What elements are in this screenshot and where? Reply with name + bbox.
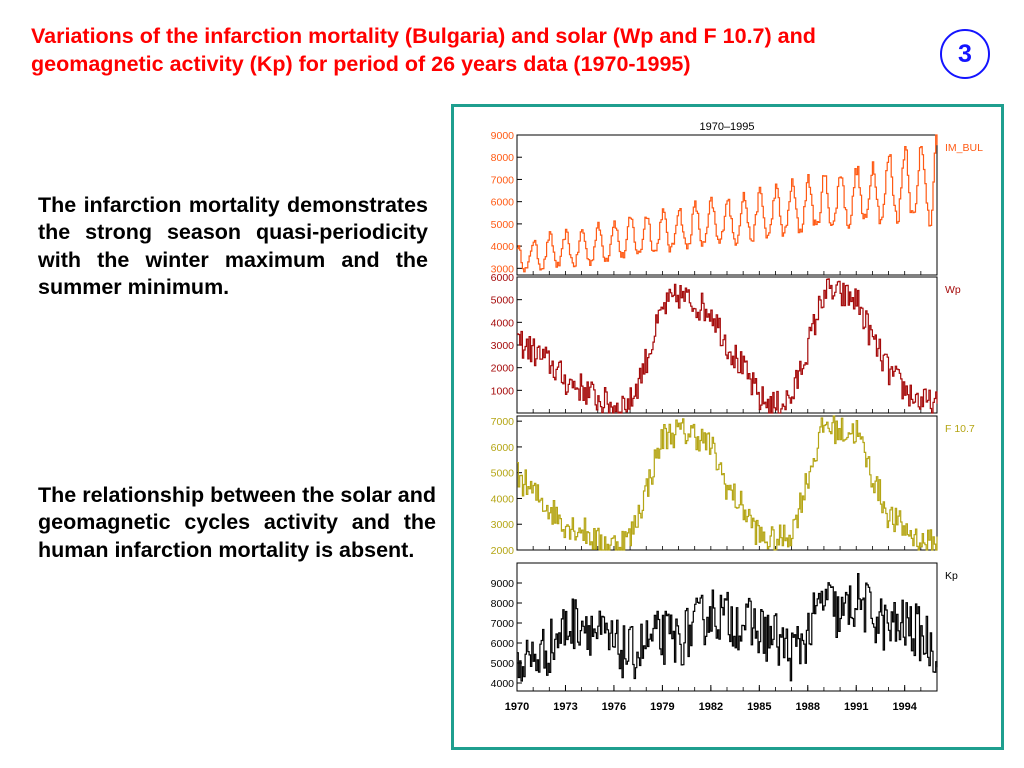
x-tick-label: 1979 [650,701,674,713]
series-label-kp: Kp [945,570,958,582]
y-tick-label-im-bul: 9000 [491,130,515,142]
x-tick-label: 1976 [602,701,626,713]
slide-title: Variations of the infarction mortality (… [31,24,816,76]
y-tick-label-im-bul: 4000 [491,241,515,253]
series-label-im-bul: IM_BUL [945,142,983,154]
series-line-im-bul [517,134,938,273]
y-tick-label-f-10-7: 3000 [491,519,515,531]
x-tick-label: 1970 [505,701,529,713]
y-tick-label-f-10-7: 6000 [491,442,515,454]
y-tick-label-kp: 9000 [491,578,515,590]
x-tick-label: 1982 [699,701,723,713]
y-tick-label-wp: 4000 [491,317,515,329]
panel-frame-im-bul [516,134,938,276]
series-label-wp: Wp [945,284,961,296]
y-tick-label-kp: 8000 [491,598,515,610]
y-tick-label-wp: 2000 [491,363,515,375]
y-tick-label-im-bul: 3000 [491,263,515,275]
y-tick-label-kp: 4000 [491,678,515,690]
y-tick-label-f-10-7: 4000 [491,493,515,505]
y-tick-label-kp: 6000 [491,638,515,650]
x-tick-label: 1985 [747,701,771,713]
y-tick-label-wp: 6000 [491,272,515,284]
chart-title: 1970–1995 [699,121,754,133]
series-label-f-10-7: F 10.7 [945,423,975,435]
y-tick-label-im-bul: 8000 [491,152,515,164]
x-tick-label: 1988 [796,701,820,713]
paragraph-relationship: The relationship between the solar and g… [38,483,436,562]
y-tick-label-im-bul: 5000 [491,219,515,231]
y-tick-label-wp: 5000 [491,295,515,307]
chart-frame: 1970–1995 3000 4000 5000 6000 7000 8000 9000 IM_… [451,104,1004,750]
y-tick-label-wp: 1000 [491,385,515,397]
x-tick-label: 1991 [844,701,868,713]
y-tick-label-f-10-7: 2000 [491,545,515,557]
y-tick-label-wp: 3000 [491,340,515,352]
series-line-wp [517,278,938,414]
y-tick-label-f-10-7: 7000 [491,416,515,428]
y-tick-label-im-bul: 6000 [491,197,515,209]
paragraph-seasonality: The infarction mortality demonstrates th… [38,193,428,300]
chart-figure: 1970–1995 3000 4000 5000 6000 7000 8000 9000 IM_… [491,121,983,713]
series-line-kp [517,573,938,682]
x-tick-label: 1973 [553,701,577,713]
x-tick-label: 1994 [892,701,917,713]
slide-number-badge: 3 [940,29,990,79]
y-tick-label-kp: 5000 [491,658,515,670]
y-tick-label-f-10-7: 5000 [491,468,515,480]
y-tick-label-kp: 7000 [491,618,515,630]
y-tick-label-im-bul: 7000 [491,174,515,186]
series-line-f-10-7 [517,415,938,551]
